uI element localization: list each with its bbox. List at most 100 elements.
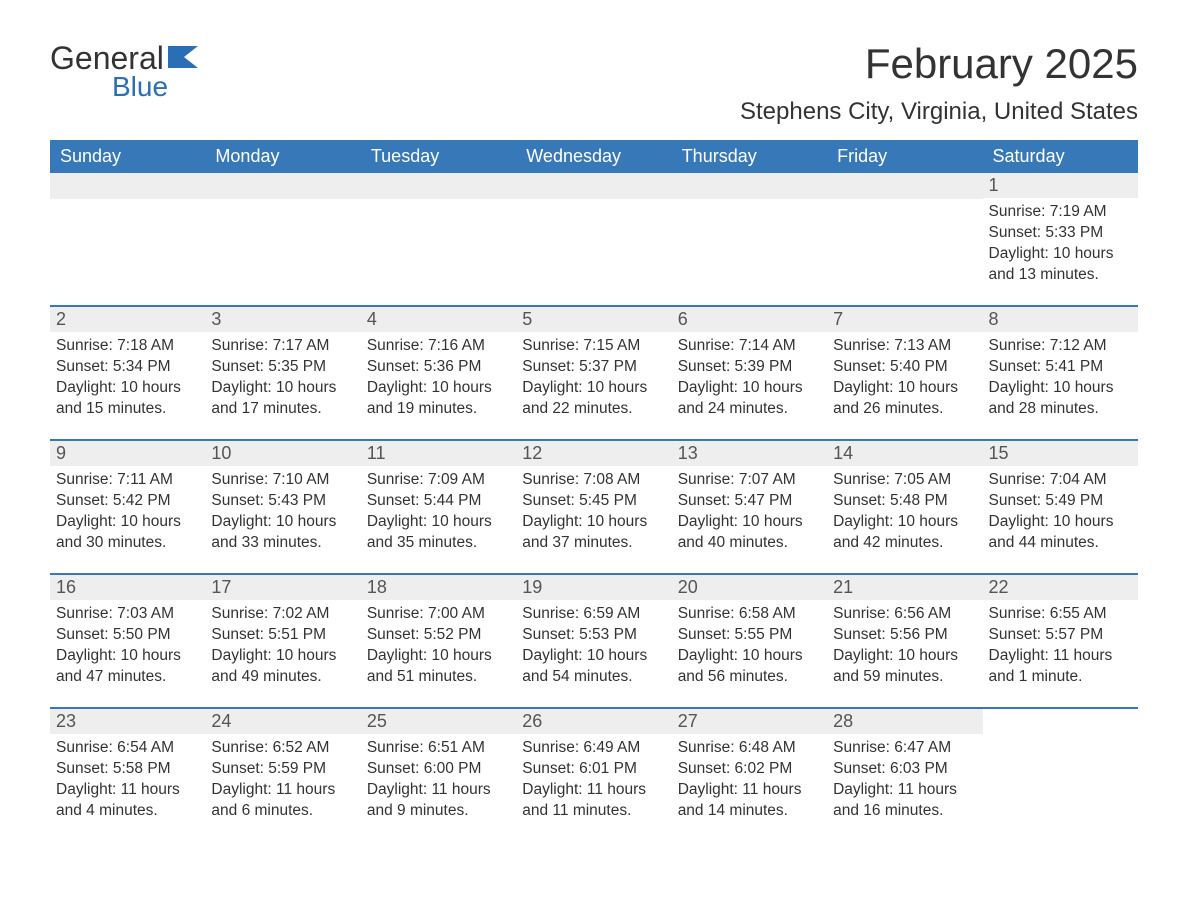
day-number: 11 (361, 441, 516, 466)
month-title: February 2025 (740, 40, 1138, 88)
day-cell (516, 173, 671, 305)
day-number: 8 (983, 307, 1138, 332)
daylight-text: Daylight: 10 hours and 26 minutes. (833, 378, 976, 420)
sunrise-text: Sunrise: 6:52 AM (211, 738, 354, 759)
day-number: 15 (983, 441, 1138, 466)
day-cell: 6Sunrise: 7:14 AMSunset: 5:39 PMDaylight… (672, 307, 827, 439)
daylight-text: Daylight: 11 hours and 9 minutes. (367, 780, 510, 822)
sunrise-text: Sunrise: 7:12 AM (989, 336, 1132, 357)
daylight-text: Daylight: 11 hours and 1 minute. (989, 646, 1132, 688)
daylight-text: Daylight: 11 hours and 11 minutes. (522, 780, 665, 822)
sunrise-text: Sunrise: 7:16 AM (367, 336, 510, 357)
day-number: 10 (205, 441, 360, 466)
day-cell (205, 173, 360, 305)
daylight-text: Daylight: 10 hours and 56 minutes. (678, 646, 821, 688)
sunset-text: Sunset: 5:51 PM (211, 625, 354, 646)
daylight-text: Daylight: 10 hours and 15 minutes. (56, 378, 199, 420)
day-cell: 18Sunrise: 7:00 AMSunset: 5:52 PMDayligh… (361, 575, 516, 707)
day-number: 24 (205, 709, 360, 734)
sunset-text: Sunset: 5:33 PM (989, 223, 1132, 244)
day-cell: 25Sunrise: 6:51 AMSunset: 6:00 PMDayligh… (361, 709, 516, 841)
day-body: Sunrise: 6:58 AMSunset: 5:55 PMDaylight:… (672, 600, 827, 698)
day-number: 17 (205, 575, 360, 600)
sunrise-text: Sunrise: 7:02 AM (211, 604, 354, 625)
day-number: 28 (827, 709, 982, 734)
day-body: Sunrise: 6:48 AMSunset: 6:02 PMDaylight:… (672, 734, 827, 832)
day-cell: 5Sunrise: 7:15 AMSunset: 5:37 PMDaylight… (516, 307, 671, 439)
calendar: Sunday Monday Tuesday Wednesday Thursday… (50, 140, 1138, 841)
sunset-text: Sunset: 5:43 PM (211, 491, 354, 512)
daylight-text: Daylight: 10 hours and 44 minutes. (989, 512, 1132, 554)
day-cell: 7Sunrise: 7:13 AMSunset: 5:40 PMDaylight… (827, 307, 982, 439)
sunset-text: Sunset: 5:56 PM (833, 625, 976, 646)
sunrise-text: Sunrise: 6:49 AM (522, 738, 665, 759)
sunset-text: Sunset: 5:49 PM (989, 491, 1132, 512)
day-body: Sunrise: 6:52 AMSunset: 5:59 PMDaylight:… (205, 734, 360, 832)
day-number: 1 (983, 173, 1138, 198)
day-cell (50, 173, 205, 305)
day-number: 20 (672, 575, 827, 600)
day-number: 9 (50, 441, 205, 466)
day-number: 23 (50, 709, 205, 734)
sunset-text: Sunset: 6:01 PM (522, 759, 665, 780)
day-cell: 17Sunrise: 7:02 AMSunset: 5:51 PMDayligh… (205, 575, 360, 707)
sunrise-text: Sunrise: 7:11 AM (56, 470, 199, 491)
day-number: 2 (50, 307, 205, 332)
day-number: 19 (516, 575, 671, 600)
sunrise-text: Sunrise: 6:51 AM (367, 738, 510, 759)
daylight-text: Daylight: 10 hours and 59 minutes. (833, 646, 976, 688)
day-body: Sunrise: 7:07 AMSunset: 5:47 PMDaylight:… (672, 466, 827, 564)
sunrise-text: Sunrise: 6:56 AM (833, 604, 976, 625)
day-body: Sunrise: 6:59 AMSunset: 5:53 PMDaylight:… (516, 600, 671, 698)
daylight-text: Daylight: 10 hours and 47 minutes. (56, 646, 199, 688)
day-number: 5 (516, 307, 671, 332)
sunrise-text: Sunrise: 7:09 AM (367, 470, 510, 491)
day-header-row: Sunday Monday Tuesday Wednesday Thursday… (50, 140, 1138, 173)
day-body: Sunrise: 7:12 AMSunset: 5:41 PMDaylight:… (983, 332, 1138, 430)
sunrise-text: Sunrise: 6:59 AM (522, 604, 665, 625)
sunset-text: Sunset: 6:02 PM (678, 759, 821, 780)
day-number: 21 (827, 575, 982, 600)
day-number: 16 (50, 575, 205, 600)
logo-flag-icon (168, 46, 198, 73)
day-header-saturday: Saturday (983, 140, 1138, 173)
daylight-text: Daylight: 10 hours and 51 minutes. (367, 646, 510, 688)
sunset-text: Sunset: 6:03 PM (833, 759, 976, 780)
day-number (672, 173, 827, 199)
daylight-text: Daylight: 10 hours and 33 minutes. (211, 512, 354, 554)
daylight-text: Daylight: 10 hours and 40 minutes. (678, 512, 821, 554)
day-number (50, 173, 205, 199)
sunrise-text: Sunrise: 7:10 AM (211, 470, 354, 491)
sunrise-text: Sunrise: 7:04 AM (989, 470, 1132, 491)
day-body: Sunrise: 6:51 AMSunset: 6:00 PMDaylight:… (361, 734, 516, 832)
day-cell: 14Sunrise: 7:05 AMSunset: 5:48 PMDayligh… (827, 441, 982, 573)
daylight-text: Daylight: 10 hours and 19 minutes. (367, 378, 510, 420)
sunset-text: Sunset: 5:36 PM (367, 357, 510, 378)
day-number (983, 709, 1138, 735)
day-number (827, 173, 982, 199)
day-cell: 13Sunrise: 7:07 AMSunset: 5:47 PMDayligh… (672, 441, 827, 573)
sunrise-text: Sunrise: 7:17 AM (211, 336, 354, 357)
sunset-text: Sunset: 5:47 PM (678, 491, 821, 512)
day-body: Sunrise: 7:00 AMSunset: 5:52 PMDaylight:… (361, 600, 516, 698)
day-body: Sunrise: 7:09 AMSunset: 5:44 PMDaylight:… (361, 466, 516, 564)
day-cell: 19Sunrise: 6:59 AMSunset: 5:53 PMDayligh… (516, 575, 671, 707)
sunrise-text: Sunrise: 6:54 AM (56, 738, 199, 759)
day-body: Sunrise: 7:16 AMSunset: 5:36 PMDaylight:… (361, 332, 516, 430)
day-cell: 12Sunrise: 7:08 AMSunset: 5:45 PMDayligh… (516, 441, 671, 573)
day-cell: 1Sunrise: 7:19 AMSunset: 5:33 PMDaylight… (983, 173, 1138, 305)
daylight-text: Daylight: 10 hours and 24 minutes. (678, 378, 821, 420)
day-cell: 2Sunrise: 7:18 AMSunset: 5:34 PMDaylight… (50, 307, 205, 439)
day-cell: 23Sunrise: 6:54 AMSunset: 5:58 PMDayligh… (50, 709, 205, 841)
sunrise-text: Sunrise: 6:58 AM (678, 604, 821, 625)
day-header-sunday: Sunday (50, 140, 205, 173)
sunset-text: Sunset: 5:57 PM (989, 625, 1132, 646)
day-header-friday: Friday (827, 140, 982, 173)
calendar-week: 1Sunrise: 7:19 AMSunset: 5:33 PMDaylight… (50, 173, 1138, 305)
sunrise-text: Sunrise: 7:00 AM (367, 604, 510, 625)
day-cell: 22Sunrise: 6:55 AMSunset: 5:57 PMDayligh… (983, 575, 1138, 707)
day-cell: 15 Sunrise: 7:04 AMSunset: 5:49 PMDayligh… (983, 441, 1138, 573)
day-number: 6 (672, 307, 827, 332)
daylight-text: Daylight: 10 hours and 37 minutes. (522, 512, 665, 554)
sunrise-text: Sunrise: 6:47 AM (833, 738, 976, 759)
